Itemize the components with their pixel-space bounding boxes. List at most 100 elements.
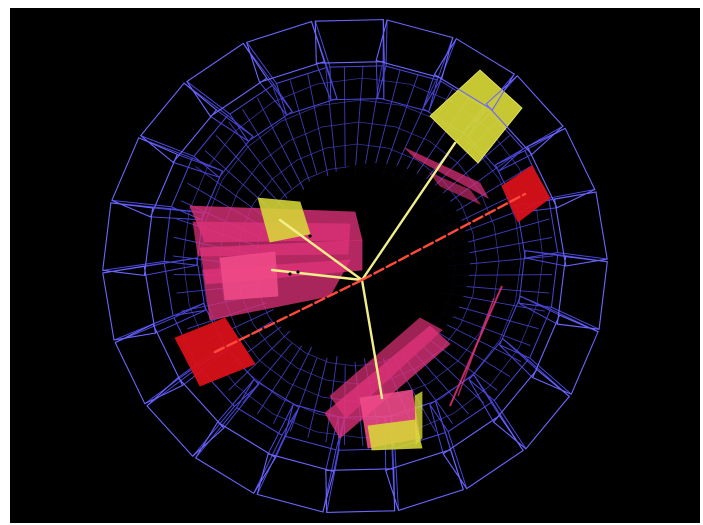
wire-box-front-face	[102, 265, 157, 341]
wire-box-front-face	[556, 255, 608, 330]
wire-box-edge	[155, 309, 206, 334]
wire-box-edge	[429, 404, 444, 454]
wire-spoke	[391, 80, 437, 178]
wire-box-edge	[495, 146, 528, 166]
track-yellow-upper-right	[360, 141, 457, 282]
track-tick	[296, 270, 300, 274]
wire-spoke	[452, 218, 550, 247]
wire-box-edge	[144, 264, 197, 276]
wire-spoke	[257, 345, 303, 415]
wire-box-edge	[192, 406, 235, 457]
track-tick	[308, 234, 312, 238]
wire-box-edge	[394, 448, 399, 511]
wire-box-edge	[520, 295, 560, 316]
wire-spoke	[325, 356, 338, 443]
wire-box-edge	[447, 431, 468, 489]
wire-box-edge	[266, 77, 293, 112]
wire-box-edge	[314, 21, 331, 68]
wire-box-edge	[385, 19, 388, 67]
wire-spoke	[443, 302, 539, 330]
wire-box-edge	[267, 404, 294, 455]
wire-box-edge	[140, 135, 195, 157]
wire-box-edge	[547, 188, 595, 199]
wire-box-edge	[113, 315, 174, 341]
wire-spoke	[257, 97, 305, 190]
wire-box-edge	[223, 384, 260, 429]
wire-box-front-face	[433, 37, 516, 111]
wire-box-edge	[253, 435, 283, 494]
wire-box-back-face	[170, 157, 224, 221]
wire-box-edge	[473, 374, 501, 416]
wire-box-edge	[518, 302, 558, 325]
wire-box-front-face	[194, 421, 277, 495]
wire-spoke	[215, 135, 285, 208]
wire-box-edge	[322, 449, 337, 513]
wire-box-edge	[557, 252, 608, 260]
particle-tracks	[213, 141, 527, 400]
track-red-right	[360, 192, 527, 282]
wire-box-front-face	[146, 376, 225, 457]
wire-box-edge	[422, 74, 435, 109]
wire-spoke	[289, 358, 318, 432]
wire-spoke	[289, 80, 318, 174]
wire-box-edge	[275, 407, 300, 458]
wire-box-edge	[111, 199, 172, 208]
pink-slab-upper-right	[404, 147, 489, 199]
wire-box-edge	[216, 109, 254, 137]
wire-box-edge	[172, 161, 220, 178]
track-yellow-upper-left	[278, 218, 364, 282]
wire-spoke	[273, 346, 313, 424]
wire-box-edge	[217, 379, 255, 423]
wire-box-edge	[326, 450, 340, 513]
yellow-block-upper-right-grid	[429, 69, 523, 164]
wire-spoke	[428, 326, 511, 377]
track-tick	[288, 272, 292, 276]
event-display-scene	[10, 8, 700, 523]
pink-slab-upper-right-2	[428, 172, 482, 205]
yellow-block-bottom-side	[414, 391, 423, 445]
wire-spoke	[443, 312, 531, 346]
wire-spoke	[307, 74, 329, 179]
wire-box-edge	[529, 357, 572, 395]
wire-box-front-face	[531, 314, 599, 395]
pink-cube-left	[219, 251, 279, 301]
wire-box-front-face	[492, 368, 571, 450]
wire-box-edge	[493, 400, 527, 450]
track-yellow-left	[270, 268, 364, 282]
wire-box-edge	[436, 37, 454, 81]
wire-spoke	[307, 357, 328, 438]
wire-box-edge	[525, 250, 566, 258]
wire-spoke	[325, 69, 337, 172]
wire-spoke	[228, 121, 288, 199]
wire-box-front-face	[485, 75, 564, 156]
wire-spoke	[381, 74, 419, 179]
wire-spoke	[354, 65, 364, 175]
wire-spoke	[273, 88, 311, 182]
detector-wireframe-front	[102, 19, 608, 513]
wire-box-back-face	[236, 379, 300, 436]
wire-box-edge	[177, 153, 223, 172]
wire-box-edge	[498, 153, 533, 172]
wire-spoke	[242, 343, 292, 404]
wire-box-edge	[246, 41, 277, 84]
track-red-left	[213, 278, 364, 354]
wire-box-edge	[146, 366, 200, 407]
wire-spoke	[442, 166, 531, 220]
wire-box-front-face	[553, 191, 608, 267]
wire-spoke	[374, 69, 401, 169]
event-display-canvas	[10, 8, 700, 523]
wire-spoke	[343, 66, 346, 167]
wire-spoke	[363, 66, 383, 171]
wire-box-front-face	[102, 202, 154, 277]
wire-box-edge	[102, 260, 165, 271]
wire-box-back-face	[193, 114, 254, 178]
wire-box-front-face	[111, 137, 179, 218]
pink-slab-bottom-2	[329, 317, 443, 419]
wire-box-edge	[195, 407, 238, 459]
wire-spoke	[242, 108, 292, 189]
wire-box-edge	[499, 344, 534, 378]
wire-box-front-face	[114, 323, 184, 405]
track-yellow-bottom	[360, 278, 384, 400]
wire-box-front-face	[139, 82, 218, 164]
